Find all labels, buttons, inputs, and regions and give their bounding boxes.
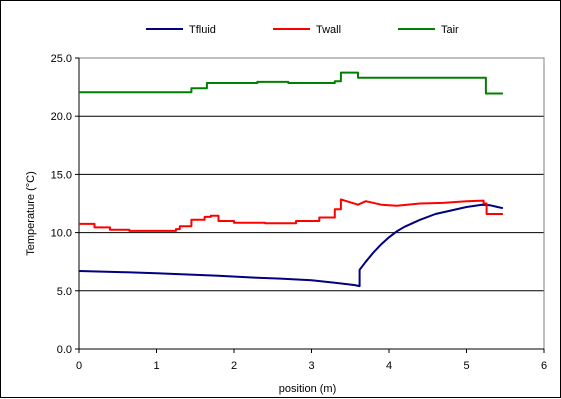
legend: Tfluid Twall Tair [146,24,459,36]
x-tick-label: 0 [76,360,82,372]
legend-label-twall: Twall [316,24,341,36]
y-tick-label: 15.0 [51,169,72,181]
legend-label-tfluid: Tfluid [189,24,216,36]
series-line-twall [79,198,503,232]
y-axis-label: Temperature (°C) [25,171,37,255]
x-tick-label: 3 [308,360,314,372]
x-axis-label: position (m) [279,383,336,395]
y-tick-label: 20.0 [51,111,72,123]
series-line-tair [79,71,503,95]
x-tick-label: 4 [386,360,392,372]
series-line-tfluid [78,203,504,288]
plot-area-border [78,57,545,350]
y-tick-label: 10.0 [51,228,72,240]
legend-label-tair: Tair [441,24,459,36]
series-lines [78,71,504,288]
y-tick-label: 0.0 [57,344,72,356]
y-tick-label: 25.0 [51,53,72,65]
x-tick-label: 6 [541,360,547,372]
x-tick-label: 1 [153,360,159,372]
x-tick-label: 2 [231,360,237,372]
y-tick-label: 5.0 [57,286,72,298]
axes: 0.0 5.0 10.0 15.0 20.0 25.0 0 1 2 3 4 5 6 [51,53,547,372]
x-tick-label: 5 [463,360,469,372]
